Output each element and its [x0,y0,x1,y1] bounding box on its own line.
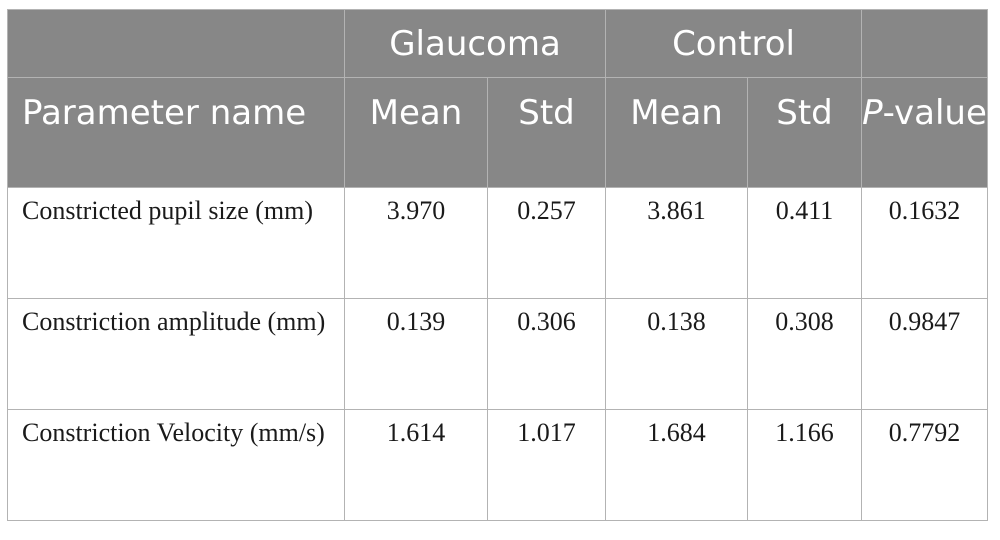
group-header-control: Control [605,9,863,78]
column-header-p-value: P-value [861,77,989,188]
p-value-cell: 0.7792 [861,409,989,521]
results-table: Glaucoma Control Parameter name Mean Std… [7,9,989,521]
group-header-row: Glaucoma Control [7,9,989,78]
column-header-control-std: Std [747,77,863,188]
glaucoma-mean-cell: 0.139 [344,298,488,410]
glaucoma-std-cell: 1.017 [486,409,607,521]
parameter-name-cell: Constriction amplitude (mm) [7,298,345,410]
column-header-glaucoma-std: Std [486,77,607,188]
p-value-symbol: P [862,93,883,133]
table-header: Glaucoma Control Parameter name Mean Std… [7,9,989,188]
group-header-empty-right [861,9,989,78]
control-std-cell: 0.411 [747,187,863,299]
control-std-cell: 0.308 [747,298,863,410]
glaucoma-std-cell: 0.257 [486,187,607,299]
glaucoma-mean-cell: 1.614 [344,409,488,521]
p-value-cell: 0.9847 [861,298,989,410]
column-header-control-mean: Mean [605,77,749,188]
table-body: Constricted pupil size (mm) 3.970 0.257 … [7,187,989,521]
glaucoma-std-cell: 0.306 [486,298,607,410]
p-value-suffix: -value [882,93,987,133]
parameter-name-cell: Constricted pupil size (mm) [7,187,345,299]
control-mean-cell: 1.684 [605,409,749,521]
table-row: Constriction Velocity (mm/s) 1.614 1.017… [7,409,989,521]
group-header-glaucoma: Glaucoma [343,9,607,78]
column-header-parameter: Parameter name [7,77,345,188]
table-row: Constricted pupil size (mm) 3.970 0.257 … [7,187,989,299]
p-value-cell: 0.1632 [861,187,989,299]
column-header-glaucoma-mean: Mean [344,77,488,188]
column-header-row: Parameter name Mean Std Mean Std P-value [7,77,989,188]
control-mean-cell: 0.138 [605,298,749,410]
table-row: Constriction amplitude (mm) 0.139 0.306 … [7,298,989,410]
control-mean-cell: 3.861 [605,187,749,299]
parameter-name-cell: Constriction Velocity (mm/s) [7,409,345,521]
control-std-cell: 1.166 [747,409,863,521]
group-header-empty-left [7,9,345,78]
glaucoma-mean-cell: 3.970 [344,187,488,299]
